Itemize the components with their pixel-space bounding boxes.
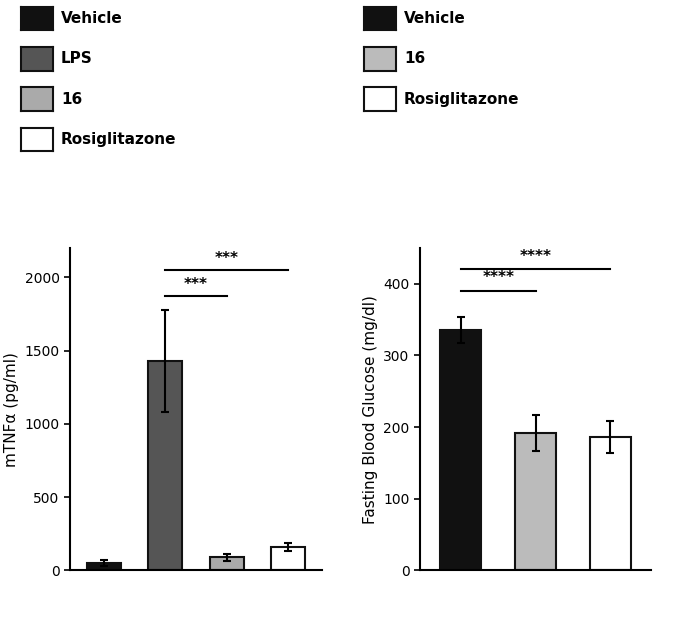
Bar [515,433,556,570]
Y-axis label: mTNFα (pg/ml): mTNFα (pg/ml) [4,352,19,467]
Text: Vehicle: Vehicle [404,11,466,26]
Bar [440,330,482,570]
Y-axis label: Fasting Blood Glucose (mg/dl): Fasting Blood Glucose (mg/dl) [363,294,378,524]
Text: ***: *** [184,277,208,292]
Bar [210,557,244,570]
Text: ***: *** [215,250,239,265]
Text: 16: 16 [61,92,82,107]
Text: Rosiglitazone: Rosiglitazone [61,132,176,147]
Text: 16: 16 [404,51,425,66]
Text: ****: **** [519,249,552,264]
Text: Vehicle: Vehicle [61,11,122,26]
Bar [148,361,182,570]
Bar [87,563,120,570]
Bar [589,437,631,570]
Text: Rosiglitazone: Rosiglitazone [404,92,519,107]
Text: ****: **** [482,270,514,285]
Bar [272,547,305,570]
Text: LPS: LPS [61,51,92,66]
